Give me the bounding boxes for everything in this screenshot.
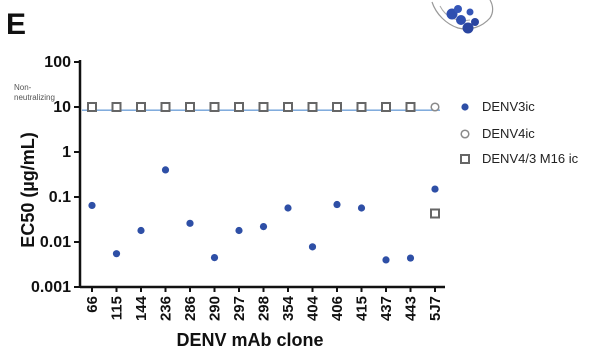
y-tick-label: 0.01 — [40, 234, 71, 251]
legend-marker-denv4ic — [460, 129, 470, 139]
point-denv3ic — [308, 243, 317, 251]
point-denv43-m16ic — [87, 102, 97, 112]
legend: DENV3ic DENV4ic DENV4/3 M16 ic — [460, 99, 579, 166]
point-denv43-m16ic — [136, 102, 146, 112]
x-tick-label: 404 — [305, 295, 322, 321]
point-denv43-m16ic — [430, 208, 440, 219]
point-denv3ic — [259, 222, 268, 231]
x-axis-title: DENV mAb clone — [176, 330, 323, 350]
legend-label-denv43-m16ic: DENV4/3 M16 ic — [482, 151, 579, 166]
protein-structure-thumbnail — [431, 0, 494, 34]
point-denv3ic — [112, 250, 121, 258]
plot-axes — [78, 60, 445, 289]
point-denv43-m16ic — [258, 102, 269, 112]
y-tick-label: 100 — [44, 54, 71, 71]
x-tick-label: 115 — [109, 296, 126, 320]
x-tick-label: 236 — [158, 296, 175, 321]
point-denv4ic — [430, 102, 440, 112]
x-tick-label: 144 — [133, 295, 150, 321]
point-denv3ic — [210, 254, 219, 262]
point-denv3ic — [161, 166, 170, 174]
non-neutralizing-label-line1: Non- — [14, 83, 32, 92]
y-axis-title: EC50 (µg/mL) — [18, 132, 38, 247]
y-tick-label: 1 — [62, 144, 71, 161]
point-denv43-m16ic — [307, 102, 318, 112]
legend-label-denv4ic: DENV4ic — [482, 126, 535, 141]
y-tick-label: 0.001 — [31, 279, 71, 296]
data-points — [87, 102, 440, 264]
y-axis-ticks: 100 10 1 0.1 0.01 0.001 — [31, 54, 80, 296]
x-tick-label: 354 — [280, 295, 297, 321]
x-tick-label: 5J7 — [427, 296, 444, 321]
point-denv3ic — [357, 204, 366, 212]
point-denv3ic — [88, 201, 96, 210]
x-tick-label: 298 — [256, 296, 273, 321]
point-denv43-m16ic — [405, 102, 416, 112]
x-tick-label: 286 — [182, 296, 199, 321]
point-denv43-m16ic — [111, 102, 122, 112]
y-tick-label: 10 — [53, 99, 71, 116]
point-denv3ic — [235, 226, 243, 235]
point-denv43-m16ic — [160, 102, 171, 112]
x-tick-label: 290 — [207, 296, 224, 321]
point-denv3ic — [431, 185, 439, 193]
point-denv3ic — [186, 219, 194, 227]
y-tick-label: 0.1 — [49, 189, 71, 206]
legend-label-denv3ic: DENV3ic — [482, 99, 535, 114]
point-denv43-m16ic — [283, 102, 293, 112]
point-denv43-m16ic — [185, 102, 195, 112]
point-denv43-m16ic — [234, 102, 244, 112]
point-denv43-m16ic — [209, 102, 220, 112]
point-denv3ic — [333, 200, 341, 209]
x-tick-label: 406 — [329, 296, 346, 321]
x-tick-label: 443 — [403, 296, 420, 321]
point-denv43-m16ic — [381, 102, 391, 112]
x-tick-label: 297 — [231, 296, 248, 321]
point-denv43-m16ic — [332, 102, 342, 112]
point-denv3ic — [406, 254, 415, 262]
x-tick-label: 66 — [84, 296, 101, 313]
point-denv3ic — [137, 226, 145, 235]
non-neutralizing-label-line2: neutralizing — [14, 93, 55, 102]
point-denv3ic — [284, 204, 292, 212]
point-denv43-m16ic — [356, 102, 367, 112]
x-tick-label: 437 — [378, 296, 395, 321]
panel-label: E — [6, 8, 26, 41]
legend-marker-denv3ic — [461, 103, 469, 111]
x-tick-label: 415 — [354, 296, 371, 321]
legend-marker-denv43-m16ic — [460, 154, 470, 164]
x-axis-ticks: 66 115 144 236 286 290 297 298 354 404 406 415 437 44… — [84, 287, 444, 321]
point-denv3ic — [382, 256, 390, 264]
